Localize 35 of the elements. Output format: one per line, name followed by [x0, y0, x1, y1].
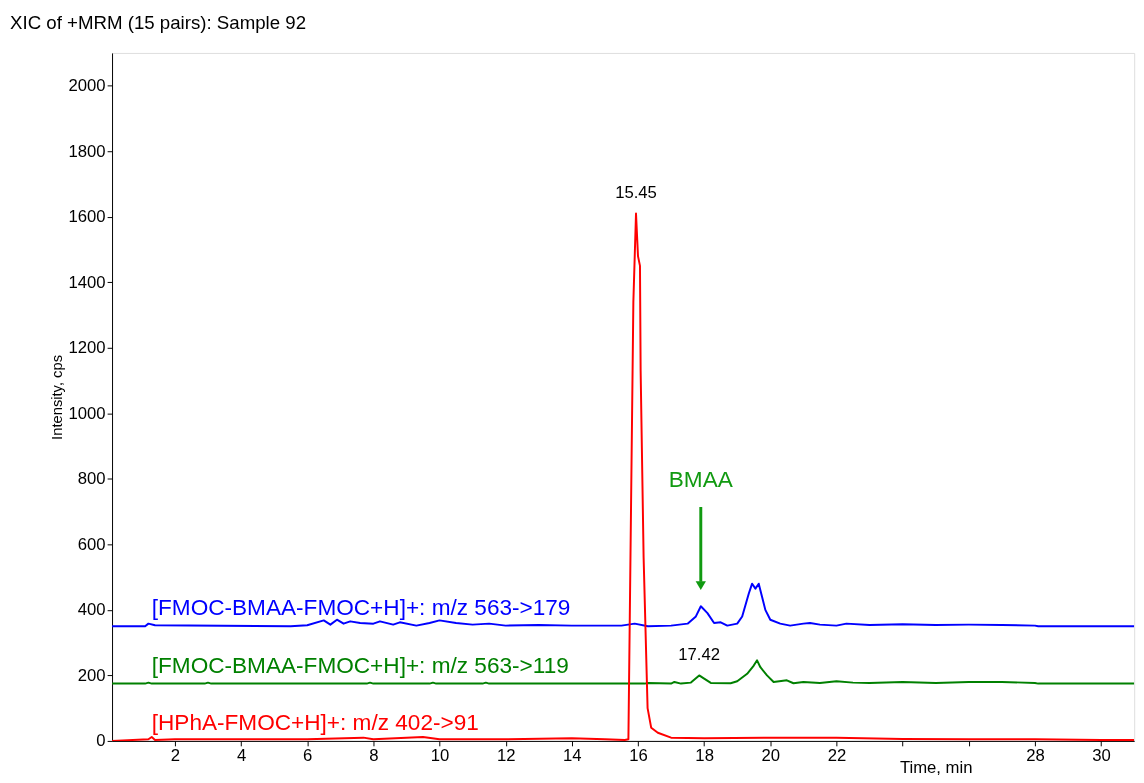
- line-series: [112, 582, 1135, 628]
- x-tick-label: 12: [496, 746, 516, 766]
- series-label: [HPhA-FMOC+H]+: m/z 402->91: [151, 710, 479, 736]
- x-tick-label: 16: [629, 746, 648, 766]
- x-axis-title: Time, min: [899, 757, 973, 777]
- y-tick-label: 600: [77, 534, 106, 554]
- x-tick-label: 6: [303, 746, 313, 766]
- x-tick-label: 10: [430, 746, 450, 766]
- annotation: 17.42: [678, 644, 721, 664]
- x-tick-label: 28: [1026, 746, 1045, 766]
- x-tick-label: 14: [563, 746, 582, 766]
- annotation: BMAA: [668, 467, 734, 493]
- series-label: [FMOC-BMAA-FMOC+H]+: m/z 563->179: [151, 595, 571, 621]
- y-tick-label: 200: [77, 665, 106, 685]
- series-label: [FMOC-BMAA-FMOC+H]+: m/z 563->119: [151, 652, 569, 678]
- annotation: 15.45: [615, 182, 657, 202]
- y-tick-label: 1600: [68, 207, 106, 227]
- y-tick-label: 1800: [68, 141, 106, 161]
- line-series: [112, 659, 1135, 685]
- chart-title: XIC of +MRM (15 pairs): Sample 92: [10, 12, 307, 34]
- x-tick-label: 4: [236, 746, 247, 766]
- x-tick-label: 30: [1092, 746, 1111, 766]
- y-tick-label: 2000: [68, 76, 106, 96]
- y-tick-label: 400: [77, 600, 106, 620]
- y-tick-label: 1000: [68, 403, 106, 423]
- y-tick-label: 0: [96, 731, 106, 751]
- x-tick-label: 22: [827, 746, 847, 766]
- x-tick-label: 20: [761, 746, 781, 766]
- y-axis-title: Intensity, cps: [48, 354, 65, 440]
- y-tick-label: 1200: [68, 338, 106, 358]
- x-tick-label: 2: [170, 746, 181, 766]
- x-tick-label: 18: [695, 746, 714, 766]
- y-tick-label: 1400: [68, 272, 106, 292]
- x-tick-label: 8: [369, 746, 379, 766]
- y-tick-label: 800: [77, 469, 106, 489]
